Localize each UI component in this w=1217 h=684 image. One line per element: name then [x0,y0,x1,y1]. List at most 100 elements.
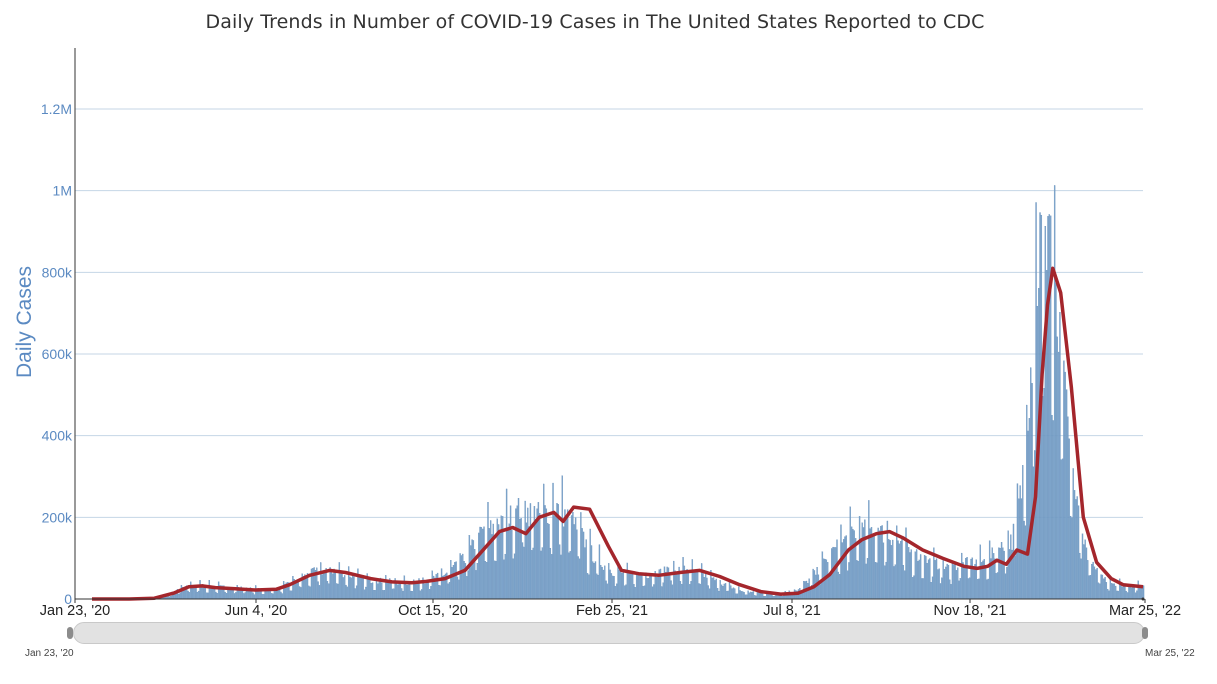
daily-case-bar [216,592,218,600]
daily-case-bar [836,539,838,600]
daily-case-bar [884,565,886,600]
daily-case-bar [194,586,196,600]
daily-case-bar [330,571,333,600]
y-tick-label: 0 [64,591,72,607]
daily-case-bar [586,573,589,600]
daily-case-bar [382,590,384,600]
daily-case-bar [929,558,931,600]
daily-case-bar [966,557,968,600]
daily-case-bar [261,594,264,600]
daily-case-bar [681,583,683,600]
daily-case-bar [1000,542,1003,600]
daily-case-bar [570,515,573,600]
daily-case-bar [196,591,199,600]
daily-case-bar [987,578,989,600]
daily-case-bar [375,579,378,600]
daily-case-bar [1031,383,1033,600]
daily-case-bar [198,590,200,600]
daily-case-bar [383,590,386,600]
daily-case-bar [256,590,258,600]
daily-case-bar [792,594,794,600]
daily-case-bar [463,561,465,600]
daily-case-bar [691,559,694,600]
daily-case-bar [610,573,613,600]
daily-case-bar [645,572,647,600]
daily-case-bar [370,583,372,600]
daily-case-bar [386,582,388,600]
daily-case-bar [191,587,193,600]
x-tick-label: Jun 4, '20 [225,603,287,619]
daily-case-bar [707,585,709,600]
daily-case-bar [1126,592,1129,600]
daily-case-bar [634,587,636,600]
daily-case-bar [411,591,414,600]
daily-case-bar [976,579,979,600]
daily-case-bar [484,561,487,600]
daily-case-bar [910,549,912,600]
daily-case-bar [1095,569,1097,600]
daily-case-bar [508,523,510,600]
daily-case-bar [531,550,533,600]
daily-case-bar [350,577,352,600]
daily-case-bar [544,505,546,600]
daily-case-bar [846,570,849,600]
daily-case-bar [212,587,214,600]
daily-case-bar [821,551,824,600]
daily-case-bar [466,576,468,600]
daily-case-bar [597,574,599,600]
daily-case-bar [1015,548,1017,600]
daily-case-bar [255,585,257,600]
x-tick-label: Nov 18, '21 [934,603,1007,619]
daily-case-bar [704,574,707,600]
seven-day-average-line [92,266,1144,601]
daily-case-bar [179,592,181,600]
daily-case-bar [911,577,914,600]
daily-case-bar [1042,396,1044,600]
y-tick-label: 1.2M [41,101,72,117]
x-tick-label: Feb 25, '21 [576,603,648,619]
daily-case-bar [1061,458,1064,600]
daily-case-bar [949,579,951,600]
daily-case-bar [1073,490,1076,600]
daily-case-bar [344,575,346,600]
daily-case-bar [373,590,375,600]
daily-case-bar [1087,560,1089,600]
daily-case-bar [558,544,561,600]
daily-case-bar [535,519,537,600]
daily-case-bar [487,502,489,600]
daily-case-bar [505,488,508,600]
daily-case-bar [1096,567,1098,600]
daily-case-bar [965,558,967,600]
daily-case-bar [720,584,723,600]
daily-case-bar [187,590,189,600]
daily-case-bar [483,526,485,600]
daily-case-bar [890,545,893,600]
x-tick-label: Oct 15, '20 [398,603,468,619]
daily-case-bar [458,579,460,600]
daily-case-bar [460,555,463,600]
daily-case-bar [730,585,732,600]
daily-case-bar [934,560,936,600]
daily-case-bar [199,580,201,600]
range-handle-start[interactable] [67,627,73,639]
daily-case-bar [942,558,944,600]
daily-case-bar [472,540,475,600]
daily-case-bar [880,526,882,600]
daily-case-bar [961,552,963,600]
daily-case-bar [714,580,716,600]
daily-case-bar [1047,216,1049,600]
range-slider[interactable] [73,622,1145,644]
daily-case-bar [334,570,337,600]
daily-case-bar [1044,226,1047,600]
daily-case-bar [700,563,703,600]
x-tick-label: Jan 23, '20 [40,603,111,619]
daily-case-bar [548,524,550,600]
range-handle-end[interactable] [1142,627,1148,639]
daily-case-bar [626,562,628,600]
daily-case-bar [860,542,862,600]
daily-case-bar [568,552,570,600]
daily-case-bar [337,583,339,600]
daily-case-bar [416,581,419,600]
daily-case-bar [1122,585,1125,600]
daily-case-bar [663,566,666,600]
